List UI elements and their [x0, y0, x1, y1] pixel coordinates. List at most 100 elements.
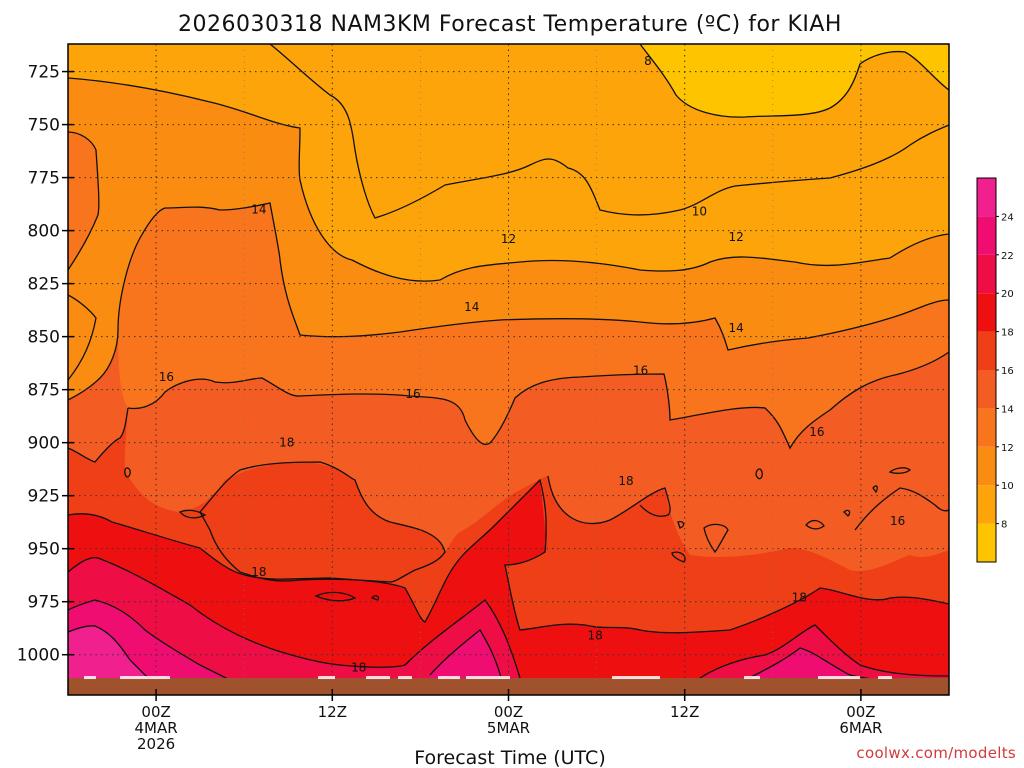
contour-label: 18 [618, 474, 633, 488]
contour-18i [677, 520, 685, 529]
ground-gap [878, 676, 892, 680]
x-axis-label: Forecast Time (UTC) [414, 747, 605, 768]
contour-18b [68, 513, 246, 576]
colorbar-label: 12 [1001, 443, 1014, 454]
contour-16d [854, 487, 949, 531]
grid-lines [68, 44, 949, 695]
contour-label: 12 [728, 230, 743, 244]
ground-gap [318, 676, 335, 680]
contour-18l [843, 509, 851, 517]
contour-16g [888, 467, 912, 474]
contour-18g [370, 595, 380, 601]
contour-24 [68, 625, 166, 695]
x-tick-date: 4MAR [135, 719, 178, 737]
x-tick-year: 2026 [137, 735, 175, 753]
colorbar-label: 20 [1001, 289, 1014, 300]
colorbar-label: 22 [1001, 251, 1014, 262]
ground-gap [398, 676, 412, 680]
colorbar-swatch [977, 408, 996, 447]
contour-20 [68, 556, 521, 679]
contour-18e [178, 509, 207, 519]
y-tick-label: 800 [28, 222, 60, 242]
contour-22 [68, 599, 261, 695]
contour-12 [351, 233, 949, 282]
y-tick-label: 825 [28, 275, 60, 295]
contour-14b [68, 294, 97, 381]
contour-label: 18 [792, 590, 807, 604]
contour-lines [68, 44, 949, 695]
contour-8 [639, 44, 949, 118]
ground-gap [466, 676, 510, 680]
y-tick-label: 1000 [17, 646, 60, 666]
y-tick-label: 750 [28, 116, 60, 136]
colorbar-swatch [977, 523, 996, 562]
contour-18h [703, 523, 729, 554]
colorbar-swatch [977, 446, 996, 486]
contour-label: 16 [405, 387, 420, 401]
x-tick-label: 00Z [494, 703, 523, 721]
contour-label: 18 [351, 660, 366, 674]
contour-label: 18 [279, 436, 294, 450]
colorbar-label: 16 [1001, 366, 1014, 377]
contour-labels: 8 10 12 12 14 14 14 16 16 16 16 16 18 18 18 18 18 18 [159, 54, 906, 674]
ground-gap [744, 676, 760, 680]
y-axis: 725 750 775 800 825 850 875 900 925 950 975 1000 [17, 63, 74, 666]
contour-10 [68, 77, 353, 261]
colorbar-swatch [977, 331, 996, 370]
y-tick-label: 975 [28, 593, 60, 613]
contour-16e [124, 467, 131, 478]
contour-label: 16 [159, 370, 174, 384]
contour-18 [199, 461, 446, 583]
contour-18d [547, 475, 671, 525]
colorbar-swatch [977, 254, 996, 294]
colorbar-label: 8 [1001, 520, 1007, 531]
contour-label: 12 [501, 232, 516, 246]
contour-16f [755, 468, 763, 480]
contour-12b [68, 131, 100, 271]
colorbar-swatch [977, 178, 996, 217]
contour-10b [269, 44, 949, 219]
y-tick-label: 725 [28, 63, 60, 83]
x-tick-date: 5MAR [487, 719, 530, 737]
y-tick-label: 950 [28, 540, 60, 560]
contour-16 [68, 329, 119, 401]
contour-label: 14 [728, 321, 743, 335]
contour-label: 8 [644, 54, 652, 68]
colorbar-label: 24 [1001, 212, 1014, 223]
ground-layer [68, 676, 949, 695]
ground-gap [818, 676, 860, 680]
contour-label: 18 [251, 565, 266, 579]
contour-18c [244, 478, 949, 634]
colorbar-swatch [977, 293, 996, 332]
x-tick-date: 6MAR [839, 719, 882, 737]
x-tick-label: 00Z [846, 703, 875, 721]
contour-16b [127, 351, 949, 450]
ground-gap [438, 676, 460, 680]
colorbar-swatch [977, 216, 996, 255]
x-tick-label: 12Z [318, 703, 347, 721]
colorbar-label: 10 [1001, 481, 1014, 492]
contour-label: 14 [251, 202, 266, 216]
ground-gap [120, 676, 170, 680]
band-18-20 [68, 480, 949, 695]
y-tick-label: 775 [28, 169, 60, 189]
colorbar-swatch [977, 485, 996, 524]
y-tick-label: 850 [28, 328, 60, 348]
colorbar-label: 14 [1001, 404, 1014, 415]
contour-14 [117, 202, 949, 351]
contour-18f [314, 591, 357, 602]
ground-surface [68, 678, 949, 695]
watermark: coolwx.com/modelts [856, 744, 1016, 762]
colorbar: 8 10 12 14 16 18 20 22 24 [976, 177, 1014, 563]
contour-label: 10 [692, 205, 707, 219]
contour-label: 14 [464, 300, 479, 314]
contour-18k [805, 519, 825, 530]
contour-label: 18 [587, 629, 602, 643]
ground-gap [366, 676, 390, 680]
ground-gap [84, 676, 96, 680]
contour-18j [671, 551, 686, 563]
x-tick-label: 00Z [141, 703, 170, 721]
contour-20b [699, 624, 949, 679]
